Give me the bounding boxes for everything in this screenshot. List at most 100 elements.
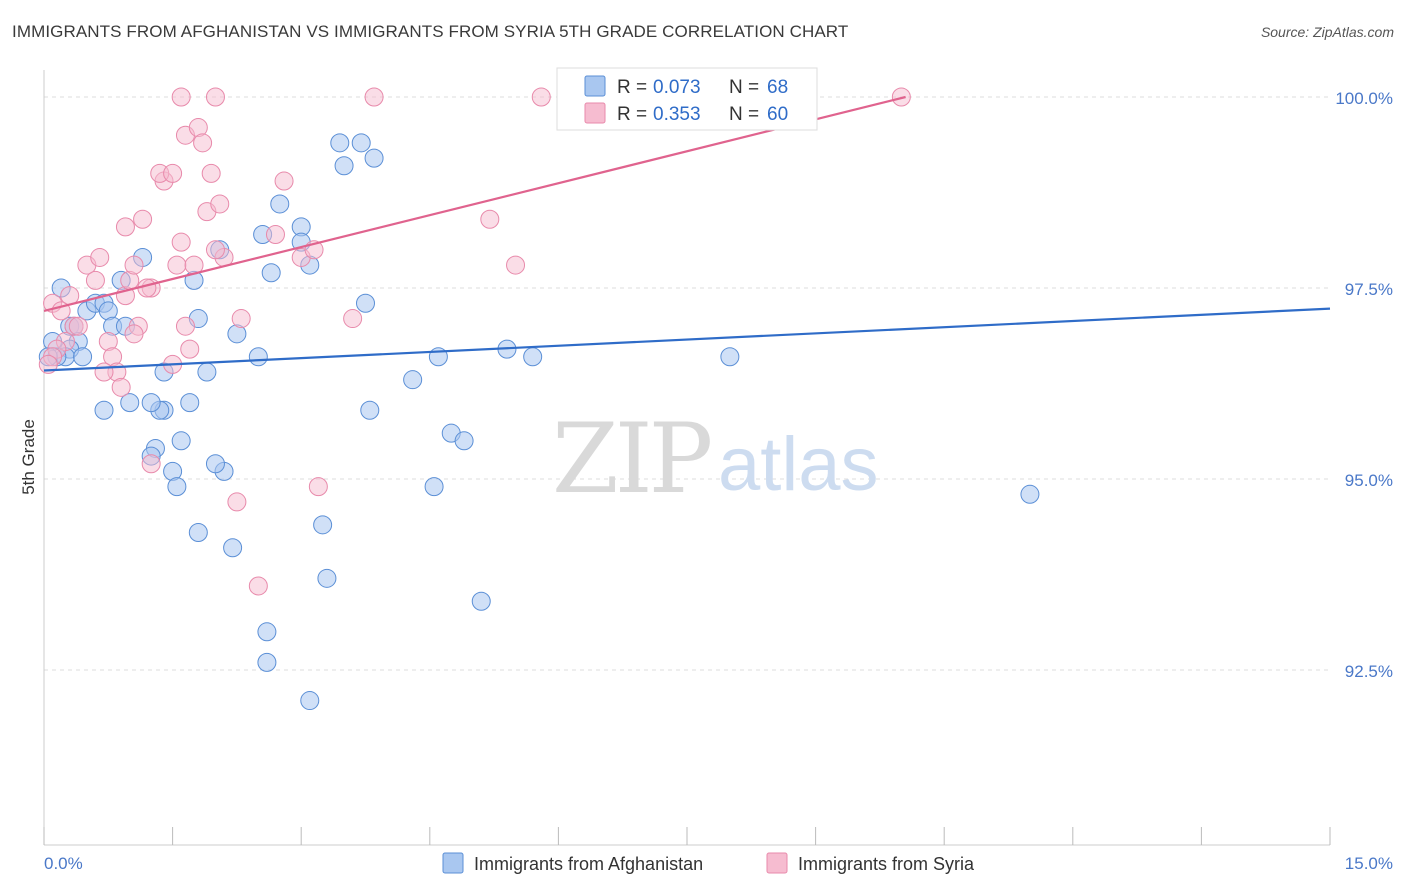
syria-point <box>133 209 153 229</box>
legend-n-value-syria: 60 <box>767 104 788 125</box>
syria-point <box>68 316 88 336</box>
afghanistan-point <box>523 347 543 367</box>
afghanistan-point <box>351 133 371 153</box>
watermark-atlas: atlas <box>718 422 879 507</box>
afghanistan-point <box>167 477 187 497</box>
syria-point <box>364 87 384 107</box>
afghanistan-point <box>94 400 114 420</box>
syria-point <box>201 163 221 183</box>
y-tick-label: 95.0% <box>1345 471 1393 490</box>
syria-point <box>274 171 294 191</box>
trend-lines <box>43 95 1331 372</box>
syria-point <box>124 255 144 275</box>
legend-n-label-afghanistan: N = <box>729 77 759 98</box>
afghanistan-point <box>188 522 208 542</box>
bottom-legend-swatch-afghanistan <box>442 852 464 874</box>
afghanistan-point <box>257 622 277 642</box>
y-tick-label: 92.5% <box>1345 662 1393 681</box>
x-tick-label-max: 15.0% <box>1345 854 1393 873</box>
syria-point <box>171 87 191 107</box>
source-label: Source: ZipAtlas.com <box>1260 24 1394 40</box>
syria-point <box>141 454 161 474</box>
y-tick-labels: 100.0% 97.5% 95.0% 92.5% <box>1335 89 1393 681</box>
x-tick-label-min: 0.0% <box>44 854 83 873</box>
afghanistan-trend-line <box>43 307 1331 372</box>
syria-point <box>163 163 183 183</box>
afghanistan-point <box>720 347 740 367</box>
afghanistan-point <box>317 568 337 588</box>
afghanistan-point <box>73 347 93 367</box>
syria-point <box>111 377 131 397</box>
afghanistan-point <box>171 431 191 451</box>
legend-n-label-syria: N = <box>729 104 759 125</box>
afghanistan-point <box>330 133 350 153</box>
afghanistan-point <box>141 393 161 413</box>
syria-point <box>531 87 551 107</box>
syria-point <box>94 362 114 382</box>
afghanistan-point <box>471 591 491 611</box>
legend-n-value-afghanistan: 68 <box>767 77 788 98</box>
watermark: ZIP atlas <box>552 403 879 515</box>
bottom-legend-label-syria: Immigrants from Syria <box>798 854 975 874</box>
legend-swatch-afghanistan <box>584 75 606 97</box>
syria-point <box>115 217 135 237</box>
syria-point <box>205 87 225 107</box>
syria-points <box>38 87 911 596</box>
syria-point <box>248 576 268 596</box>
syria-point <box>171 232 191 252</box>
afghanistan-point <box>261 263 281 283</box>
afghanistan-point <box>454 431 474 451</box>
syria-point <box>193 133 213 153</box>
syria-point <box>205 240 225 260</box>
syria-point <box>85 270 105 290</box>
chart-title: IMMIGRANTS FROM AFGHANISTAN VS IMMIGRANT… <box>12 22 849 41</box>
syria-point <box>231 309 251 329</box>
afghanistan-point <box>257 652 277 672</box>
bottom-legend-label-afghanistan: Immigrants from Afghanistan <box>474 854 703 874</box>
afghanistan-point <box>313 515 333 535</box>
afghanistan-point <box>403 370 423 390</box>
syria-point <box>175 316 195 336</box>
afghanistan-point <box>270 194 290 214</box>
syria-point <box>90 247 110 267</box>
afghanistan-point <box>360 400 380 420</box>
syria-point <box>506 255 526 275</box>
y-tick-label: 100.0% <box>1335 89 1393 108</box>
afghanistan-point <box>180 393 200 413</box>
syria-point <box>210 194 230 214</box>
syria-trend-line <box>43 95 906 312</box>
y-tick-label: 97.5% <box>1345 280 1393 299</box>
grid-lines <box>44 96 1330 671</box>
afghanistan-points <box>38 87 1040 711</box>
legend-r-label-syria: R = <box>617 104 647 125</box>
syria-point <box>167 255 187 275</box>
afghanistan-point <box>1020 484 1040 504</box>
legend-box: R = 0.073 N = 68 R = 0.353 N = 60 <box>556 67 818 131</box>
syria-point <box>180 339 200 359</box>
axes <box>43 70 1331 846</box>
watermark-zip: ZIP <box>552 403 711 515</box>
afghanistan-point <box>424 477 444 497</box>
afghanistan-point <box>223 538 243 558</box>
afghanistan-point <box>205 454 225 474</box>
legend-r-value-syria: 0.353 <box>653 104 701 125</box>
afghanistan-point <box>248 347 268 367</box>
syria-point <box>124 324 144 344</box>
syria-point <box>343 309 363 329</box>
y-axis-label: 5th Grade <box>19 419 38 495</box>
bottom-legend-swatch-syria <box>766 852 788 874</box>
afghanistan-point <box>356 293 375 313</box>
afghanistan-point <box>300 691 320 711</box>
legend-r-label-afghanistan: R = <box>617 77 647 98</box>
afghanistan-point <box>334 156 354 176</box>
afghanistan-point <box>120 393 140 413</box>
syria-point <box>480 209 500 229</box>
syria-point <box>38 354 58 374</box>
syria-point <box>308 477 328 497</box>
legend-r-value-afghanistan: 0.073 <box>653 77 701 98</box>
syria-point <box>265 225 285 245</box>
afghanistan-point <box>364 148 384 168</box>
afghanistan-point <box>197 362 217 382</box>
syria-point <box>227 492 247 512</box>
